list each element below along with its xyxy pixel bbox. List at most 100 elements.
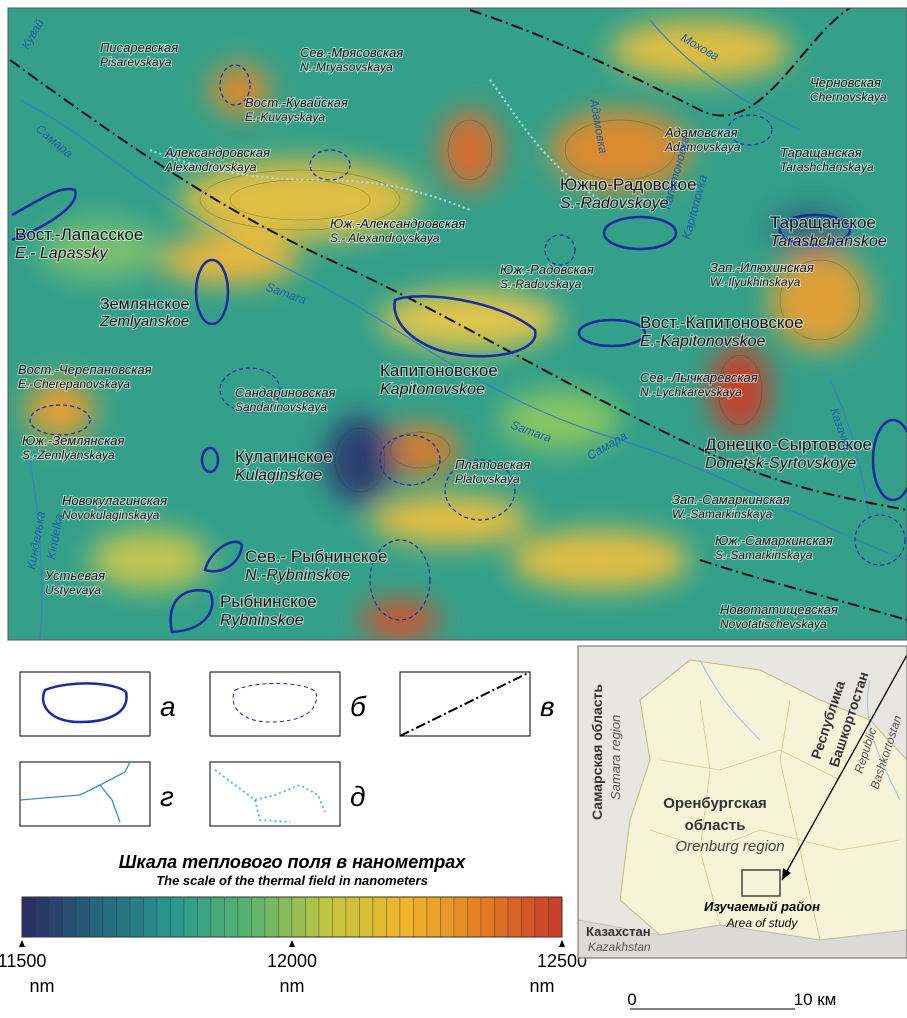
- inset-label: Samara region: [608, 715, 623, 800]
- field-name-en: W.-Ilyukhinskaya: [710, 275, 801, 289]
- scale-label: 0: [627, 990, 636, 1009]
- colorbar-unit: nm: [279, 976, 304, 996]
- field-name-en: S.- Alexandrovskaya: [330, 231, 440, 245]
- colorbar-cell: [63, 897, 77, 937]
- field-name-ru: Рыбнинское: [220, 592, 317, 611]
- colorbar-tick: [19, 940, 25, 947]
- colorbar-cell: [117, 897, 131, 937]
- field-name-en: Rybninskoe: [220, 612, 304, 629]
- field-name-en: Tarashchanskaya: [780, 160, 874, 174]
- colorbar-tick-label: 11500: [0, 951, 46, 971]
- legend-letter: б: [350, 691, 367, 722]
- legend-letter: д: [350, 781, 365, 812]
- inset-label: Оренбургская: [663, 795, 767, 812]
- colorbar-cell: [225, 897, 239, 937]
- inset-label: Area of study: [726, 916, 799, 930]
- colorbar-cell: [171, 897, 185, 937]
- colorbar-cell: [130, 897, 144, 937]
- field-name-en: W.-Samarkinskaya: [672, 507, 773, 521]
- legend-letter: в: [540, 691, 555, 722]
- colorbar-title: Шкала теплового поля в нанометрах: [119, 852, 466, 872]
- colorbar-cell: [103, 897, 117, 937]
- colorbar-cell: [238, 897, 252, 937]
- colorbar-cell: [252, 897, 266, 937]
- field-name-ru: Устьевая: [44, 568, 105, 583]
- colorbar-cell: [387, 897, 401, 937]
- field-name-ru: Кулагинское: [235, 447, 333, 466]
- legend-letter: г: [160, 781, 174, 812]
- field-name-en: Zemlyanskoe: [99, 313, 189, 330]
- colorbar: Шкала теплового поля в нанометрах The sc…: [0, 852, 587, 996]
- field-name-ru: Зап.-Илюхинская: [710, 260, 814, 275]
- inset-label: Самарская область: [589, 684, 605, 820]
- colorbar-cell: [495, 897, 509, 937]
- inset-label: Казахстан: [586, 924, 651, 939]
- colorbar-cell: [333, 897, 347, 937]
- field-name-en: N.-Rybninskoe: [245, 567, 350, 584]
- field-name-ru: Вост.-Капитоновское: [640, 313, 803, 332]
- scale-label: 10 км: [794, 990, 837, 1009]
- field-name-en: Novokulaginskaya: [62, 508, 160, 522]
- figure: ПисаревскаяPisarevskayaСев.-МрясовскаяN.…: [0, 0, 907, 1013]
- field-name-en: N.-Lychkarevskaya: [640, 385, 742, 399]
- colorbar-unit: nm: [29, 976, 54, 996]
- field-name-ru: Сандариновская: [235, 385, 336, 400]
- colorbar-cell: [481, 897, 495, 937]
- colorbar-cell: [211, 897, 225, 937]
- field-name-en: Donetsk-Syrtovskoye: [705, 455, 856, 472]
- field-name-ru: Адамовская: [664, 125, 738, 140]
- field-name-en: Platovskaya: [455, 472, 520, 486]
- colorbar-cell: [49, 897, 63, 937]
- field-name-en: E.-Cherepanovskaya: [18, 377, 130, 391]
- legend: а б в г д: [20, 672, 555, 826]
- field-name-ru: Писаревская: [100, 40, 178, 55]
- colorbar-tick: [289, 940, 295, 947]
- colorbar-cell: [414, 897, 428, 937]
- field-name-ru: Сев.-Лычкаревская: [640, 370, 758, 385]
- field-name-en: E.-Kapitonovskoe: [640, 333, 766, 350]
- colorbar-subtitle: The scale of the thermal field in nanome…: [156, 873, 428, 888]
- colorbar-cell: [184, 897, 198, 937]
- field-name-ru: Капитоновское: [380, 361, 498, 380]
- field-name-ru: Юж.-Самаркинская: [715, 533, 833, 548]
- field-name-en: E.- Lapassky: [15, 245, 108, 262]
- field-name-ru: Новокулагинская: [62, 493, 167, 508]
- inset-label: Изучаемый район: [704, 899, 820, 914]
- colorbar-cell: [265, 897, 279, 937]
- field-name-ru: Платовская: [455, 457, 530, 472]
- scale-bar: 0 10 км: [627, 990, 836, 1009]
- field-name-ru: Землянское: [100, 296, 189, 313]
- colorbar-cell: [427, 897, 441, 937]
- field-name-en: N.-Mryasovskaya: [300, 60, 393, 74]
- colorbar-tick-label: 12000: [267, 951, 317, 971]
- field-name-ru: Новотатищевская: [720, 602, 838, 617]
- field-name-en: Chernovskaya: [810, 90, 887, 104]
- colorbar-cell: [90, 897, 104, 937]
- field-name-ru: Вост.-Лапасское: [15, 225, 143, 244]
- field-name-en: Pisarevskaya: [100, 55, 172, 69]
- page: ПисаревскаяPisarevskayaСев.-МрясовскаяN.…: [0, 0, 907, 1018]
- colorbar-cell: [522, 897, 536, 937]
- field-name-en: Sandarinovskaya: [235, 400, 327, 414]
- field-name-ru: Зап.-Самаркинская: [672, 492, 790, 507]
- colorbar-cell: [360, 897, 374, 937]
- colorbar-cell: [157, 897, 171, 937]
- field-name-ru: Александровская: [164, 145, 270, 160]
- field-name-en: Kapitonovskoe: [380, 381, 485, 398]
- colorbar-cell: [508, 897, 522, 937]
- field-name-ru: Сев.-Мрясовская: [300, 45, 403, 60]
- field-name-en: S.-Radovskoye: [560, 195, 669, 212]
- field-name-en: S.-Samarkinskaya: [715, 548, 813, 562]
- colorbar-cell: [306, 897, 320, 937]
- colorbar-cell: [36, 897, 50, 937]
- colorbar-cell: [373, 897, 387, 937]
- colorbar-unit: nm: [529, 976, 554, 996]
- field-name-en: S.-Radovskaya: [500, 277, 582, 291]
- field-name-ru: Вост.-Кувайская: [245, 95, 348, 110]
- field-name-ru: Юж.-Землянская: [22, 433, 124, 448]
- colorbar-cell: [549, 897, 563, 937]
- field-name-en: Ustyevaya: [45, 583, 101, 597]
- colorbar-cell: [535, 897, 549, 937]
- legend-letter: а: [160, 691, 176, 722]
- inset-label: Kazakhstan: [588, 940, 651, 954]
